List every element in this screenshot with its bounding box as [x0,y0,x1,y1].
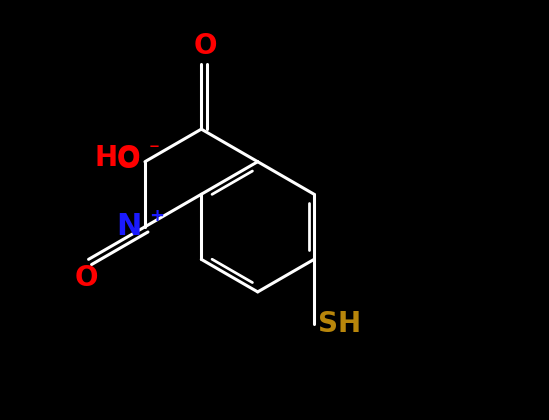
Text: HO: HO [94,144,141,171]
Text: SH: SH [318,310,361,339]
Text: O: O [116,146,140,173]
Text: O: O [194,32,217,60]
Text: ⁻: ⁻ [148,141,159,161]
Text: N: N [116,212,142,241]
Text: +: + [149,207,164,225]
Text: O: O [75,264,98,291]
